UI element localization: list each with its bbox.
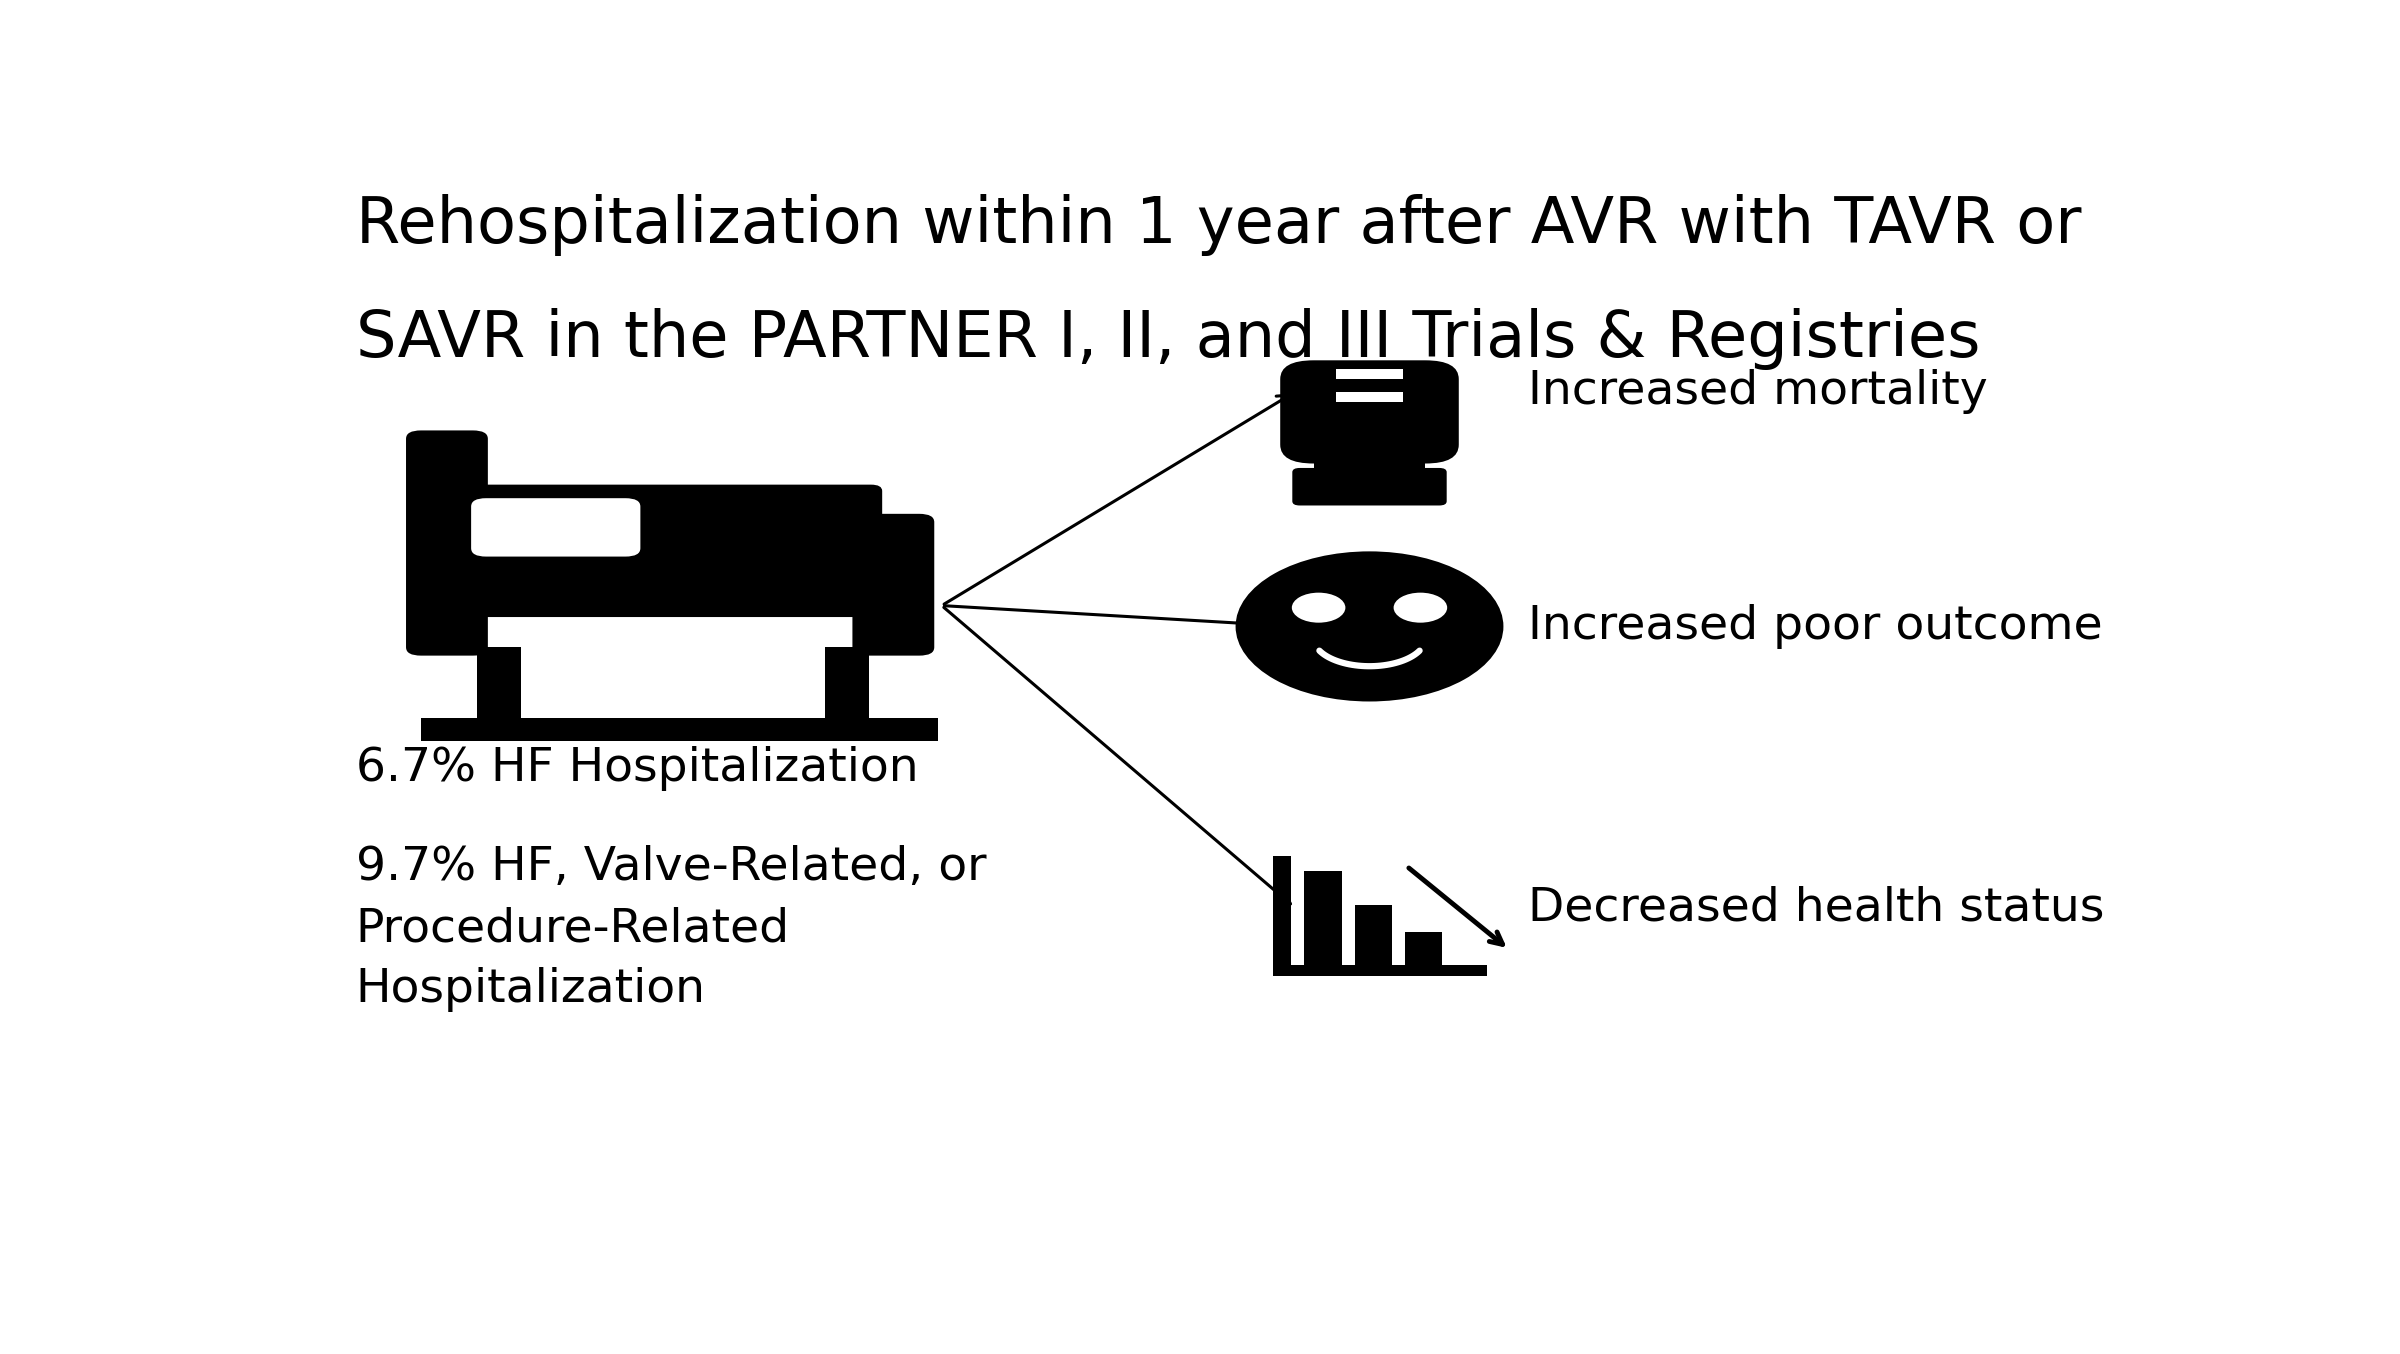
Ellipse shape (1394, 593, 1447, 623)
Bar (420, 718, 938, 741)
Bar (1272, 856, 1291, 976)
FancyBboxPatch shape (852, 513, 934, 655)
FancyBboxPatch shape (1279, 360, 1459, 463)
Bar (1306, 872, 1342, 965)
Bar (1337, 368, 1404, 379)
FancyBboxPatch shape (1291, 468, 1447, 505)
Bar (1404, 932, 1442, 965)
Text: Rehospitalization within 1 year after AVR with TAVR or: Rehospitalization within 1 year after AV… (355, 194, 2081, 256)
Text: Increased mortality: Increased mortality (1529, 370, 1987, 414)
Bar (1313, 401, 1426, 473)
Ellipse shape (1236, 551, 1502, 701)
FancyBboxPatch shape (406, 431, 487, 655)
Text: 9.7% HF, Valve-Related, or
Procedure-Related
Hospitalization: 9.7% HF, Valve-Related, or Procedure-Rel… (355, 845, 986, 1011)
FancyBboxPatch shape (461, 552, 883, 617)
Ellipse shape (1291, 593, 1346, 623)
Bar (1272, 965, 1486, 976)
Text: Decreased health status: Decreased health status (1529, 886, 2105, 930)
Bar (1337, 391, 1404, 402)
FancyBboxPatch shape (470, 498, 641, 556)
Bar (826, 647, 869, 741)
Text: Increased poor outcome: Increased poor outcome (1529, 604, 2102, 649)
FancyBboxPatch shape (461, 485, 883, 565)
Bar (478, 647, 521, 741)
Text: 6.7% HF Hospitalization: 6.7% HF Hospitalization (355, 746, 919, 791)
Bar (1354, 904, 1392, 965)
Text: SAVR in the PARTNER I, II, and III Trials & Registries: SAVR in the PARTNER I, II, and III Trial… (355, 309, 1980, 371)
